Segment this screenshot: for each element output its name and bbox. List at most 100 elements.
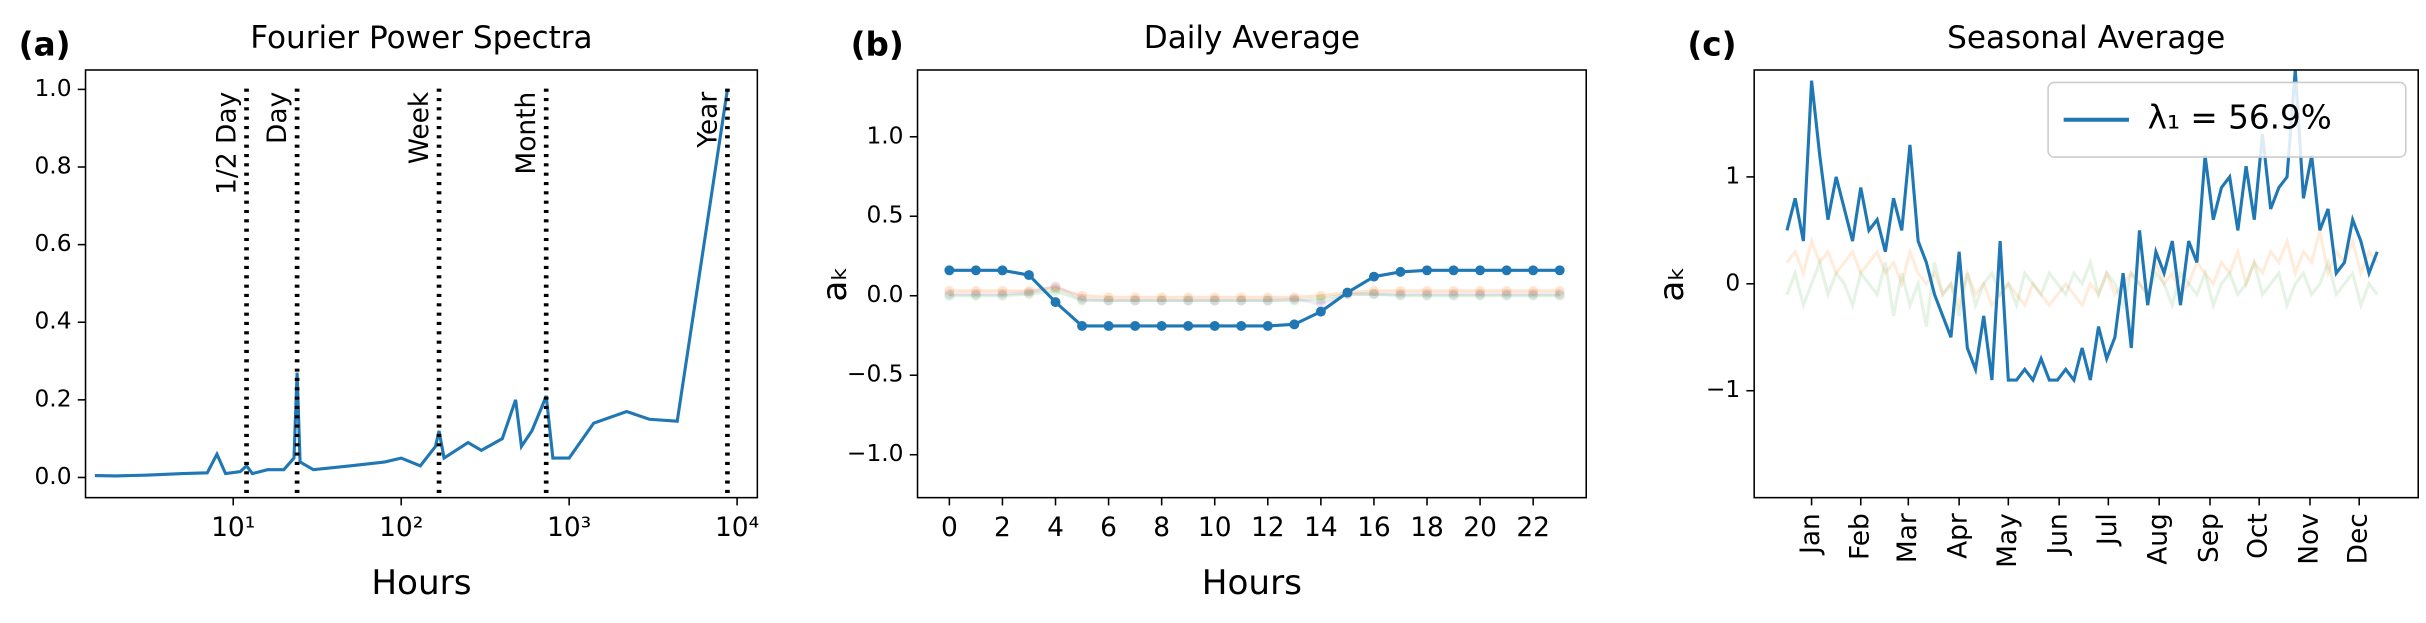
point bbox=[1156, 295, 1167, 306]
point bbox=[1236, 295, 1247, 306]
x-tick-label: 6 bbox=[1100, 512, 1117, 543]
point bbox=[1501, 290, 1512, 301]
panel: Fourier Power Spectra (a) 10¹ 10² 10³ 10⁴ 0.0 0… bbox=[19, 20, 760, 603]
point bbox=[1501, 285, 1512, 296]
plot-area bbox=[94, 89, 729, 478]
x-tick-label: 16 bbox=[1357, 512, 1391, 543]
x-tick-label: May bbox=[1992, 513, 2023, 568]
reference-label: Year bbox=[692, 92, 723, 149]
panel-title: Daily Average bbox=[1144, 20, 1360, 56]
x-tick-label: 22 bbox=[1516, 512, 1550, 543]
x-tick-label: 10 bbox=[1198, 512, 1232, 543]
point bbox=[1103, 320, 1114, 331]
x-tick-label: 10² bbox=[379, 512, 423, 543]
point bbox=[1554, 265, 1565, 276]
point bbox=[1077, 293, 1088, 304]
point bbox=[1315, 306, 1326, 317]
plot-area bbox=[944, 265, 1565, 331]
point bbox=[1024, 287, 1034, 298]
point bbox=[1448, 290, 1459, 301]
point bbox=[997, 289, 1008, 300]
x-tick-label: Jun bbox=[2043, 513, 2074, 556]
point bbox=[944, 285, 955, 296]
series-line bbox=[1785, 257, 2379, 327]
point bbox=[1289, 319, 1300, 330]
series-line bbox=[94, 89, 729, 478]
series-line bbox=[949, 284, 1560, 306]
point bbox=[1289, 292, 1300, 303]
point bbox=[1209, 295, 1220, 306]
x-tick-label: 4 bbox=[1047, 512, 1064, 543]
x-tick-label: 2 bbox=[994, 512, 1011, 543]
series-line bbox=[949, 289, 1560, 303]
series-line bbox=[1785, 69, 2379, 384]
point bbox=[1289, 295, 1300, 306]
panel: Daily Average (b) 0 2 4 6 8 10 12 14 16 18 20 22 −1.0 −… bbox=[815, 20, 1588, 603]
point bbox=[1183, 320, 1194, 331]
point bbox=[1236, 320, 1247, 331]
point bbox=[1183, 295, 1194, 306]
point bbox=[970, 289, 981, 300]
y-tick-label: 0.4 bbox=[34, 308, 71, 335]
x-tick-label: 8 bbox=[1153, 512, 1170, 543]
point bbox=[1422, 285, 1432, 296]
point bbox=[970, 265, 981, 276]
x-tick-label: Feb bbox=[1844, 513, 1875, 560]
point bbox=[1236, 292, 1247, 303]
y-tick-label: 1.0 bbox=[866, 122, 903, 149]
point bbox=[997, 290, 1008, 301]
point bbox=[1024, 289, 1034, 300]
point bbox=[1077, 295, 1088, 306]
point bbox=[1289, 293, 1300, 304]
x-tick-label: 0 bbox=[941, 512, 958, 543]
x-tick-label: 12 bbox=[1251, 512, 1285, 543]
legend-label: λ₁ = 56.9% bbox=[2148, 99, 2332, 137]
point bbox=[1368, 271, 1379, 282]
point bbox=[1050, 281, 1061, 292]
point bbox=[997, 265, 1008, 276]
point bbox=[1077, 290, 1088, 301]
point bbox=[944, 289, 955, 300]
point bbox=[1130, 320, 1141, 331]
point bbox=[1448, 289, 1459, 300]
point bbox=[1554, 290, 1565, 301]
x-tick-label: Sep bbox=[2193, 513, 2224, 563]
panel-label: (a) bbox=[19, 26, 71, 64]
reference-label: Week bbox=[404, 91, 435, 164]
point bbox=[1050, 285, 1061, 296]
x-tick-label: Dec bbox=[2343, 513, 2374, 564]
y-tick-label: 0.5 bbox=[866, 202, 903, 229]
point bbox=[1024, 270, 1034, 281]
y-tick-label: 0.2 bbox=[34, 385, 71, 412]
plot-frame bbox=[84, 69, 759, 499]
point bbox=[1528, 290, 1539, 301]
plot-frame bbox=[916, 69, 1588, 499]
point bbox=[1422, 265, 1432, 276]
x-tick-label: Jul bbox=[2092, 513, 2123, 547]
point bbox=[1262, 295, 1273, 306]
point bbox=[1554, 285, 1565, 296]
x-axis-label: Hours bbox=[371, 563, 471, 603]
legend-box bbox=[2047, 81, 2407, 158]
point bbox=[1342, 287, 1353, 298]
x-tick-label: 10¹ bbox=[211, 512, 255, 543]
point bbox=[1475, 289, 1486, 300]
point bbox=[1262, 292, 1273, 303]
x-tick-label: 18 bbox=[1410, 512, 1444, 543]
point bbox=[1501, 265, 1512, 276]
y-tick-label: 0.6 bbox=[34, 230, 71, 257]
panel-title: Fourier Power Spectra bbox=[250, 20, 592, 56]
y-tick-label: 0.0 bbox=[34, 463, 71, 490]
point bbox=[1395, 289, 1406, 300]
reference-label: Month bbox=[511, 92, 542, 175]
point bbox=[1448, 265, 1459, 276]
y-tick-label: −1 bbox=[1706, 376, 1740, 403]
point bbox=[944, 290, 955, 301]
point bbox=[1050, 282, 1061, 293]
y-axis-label: aₖ bbox=[1652, 266, 1692, 302]
point bbox=[997, 285, 1008, 296]
y-tick-label: 0.8 bbox=[34, 153, 71, 180]
point bbox=[1368, 289, 1379, 300]
panel: Seasonal Average (c) Jan Feb Mar Apr May Jun Jul… bbox=[1652, 20, 2420, 568]
